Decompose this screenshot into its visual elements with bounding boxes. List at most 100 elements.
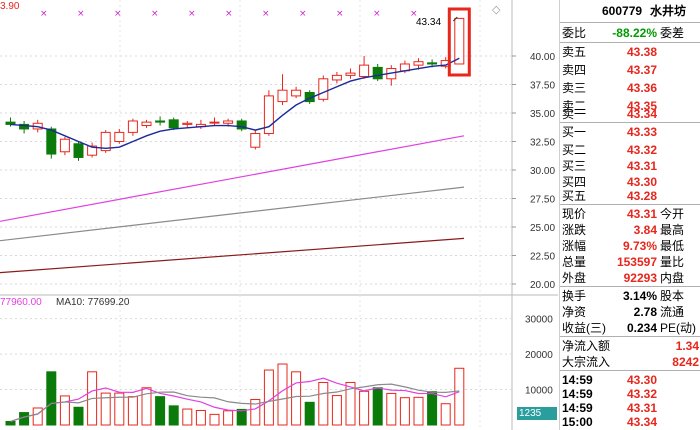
candle-body (236, 120, 247, 130)
stock-header: 600779 水井坊 (560, 2, 700, 20)
sell-price: 43.38 (626, 45, 657, 59)
event-marker: × (114, 9, 122, 19)
sell-row[interactable]: 卖一 43.34 (560, 105, 700, 123)
quote-row: 涨幅 9.73% 最低 (560, 237, 700, 255)
volume-bar (331, 395, 342, 426)
candle-body (19, 123, 30, 130)
stats-value: 0.234 (626, 321, 657, 335)
tick-price: 43.34 (626, 415, 657, 429)
quote-label2: 量比 (660, 255, 685, 269)
event-marker: × (151, 9, 159, 19)
tick-price: 43.31 (626, 401, 657, 415)
volume-bar (127, 396, 138, 426)
stats-label: 收益(三) (562, 321, 606, 335)
tick-time: 14:59 (562, 373, 593, 387)
candle-body (127, 120, 138, 133)
kline-chart-area[interactable]: 40.00 37.50 35.00 32.50 30.00 27.50 25.00 22.50… (0, 0, 558, 430)
volume-bar (440, 403, 451, 426)
sell-price: 43.35 (626, 99, 657, 113)
candle-body (209, 121, 220, 124)
stock-name: 水井坊 (650, 4, 687, 18)
buy-price: 43.32 (626, 143, 657, 157)
stats-label: 净资 (562, 305, 587, 319)
sell-row[interactable]: 卖四 43.37 (560, 61, 700, 79)
candle-body (345, 72, 356, 76)
candle-body (114, 131, 125, 143)
stats-label2: 流通 (660, 305, 685, 319)
quote-label2: 最高 (660, 223, 685, 237)
buy-row[interactable]: 买三 43.31 (560, 157, 700, 175)
ma20-line (0, 186, 465, 242)
price-axis-label: 40.00 (530, 52, 555, 63)
price-axis-label: 20.00 (530, 280, 555, 291)
stats-label2: 股本 (660, 289, 685, 303)
price-axis-label: 22.50 (530, 252, 555, 263)
sell-price: 43.34 (626, 107, 657, 121)
event-marker: × (262, 9, 270, 19)
weibi-label: 委比 (562, 26, 587, 40)
candlestick-chart[interactable]: 40.00 37.50 35.00 32.50 30.00 27.50 25.00 22.50… (0, 0, 558, 430)
flow-label: 净流入额 (562, 339, 611, 353)
volume-bar (413, 396, 424, 426)
candle-body (250, 133, 261, 148)
volume-bar (386, 392, 397, 426)
buy-row[interactable]: 买四 43.30 (560, 173, 700, 191)
volume-bar (263, 369, 274, 426)
volume-bar (454, 367, 465, 426)
sell-label: 卖五 (562, 45, 587, 59)
price-axis-label: 30.00 (530, 166, 555, 177)
ma10-line (0, 135, 465, 222)
sell-row[interactable]: 卖二 43.35 (560, 97, 700, 115)
quote-label: 涨跌 (562, 223, 587, 237)
buy-price: 43.31 (626, 159, 657, 173)
sell-price: 43.37 (626, 63, 657, 77)
quote-label2: 内盘 (660, 271, 685, 285)
volume-bar (195, 409, 206, 426)
ma5-line (10, 57, 460, 150)
event-marker: × (188, 9, 196, 19)
flow-value: 1.34 (675, 339, 699, 353)
volume-bar (19, 412, 30, 426)
candle-body (318, 78, 329, 100)
candle-body (141, 121, 152, 127)
volume-bar (141, 387, 152, 426)
buy-row[interactable]: 买二 43.32 (560, 141, 700, 159)
tick-price: 43.30 (626, 373, 657, 387)
quote-label: 总量 (562, 255, 587, 269)
quote-value: 3.84 (633, 223, 657, 237)
price-axis-label: 25.00 (530, 223, 555, 234)
quote-row: 总量 153597 量比 (560, 253, 700, 271)
divider (560, 370, 700, 371)
stock-code: 600779 (602, 4, 643, 18)
volume-bar (291, 371, 302, 426)
volume-bar (182, 408, 193, 426)
buy-row[interactable]: 买五 43.28 (560, 187, 700, 205)
flow-label: 大宗流入 (562, 355, 611, 369)
tick-price: 43.32 (626, 387, 657, 401)
divider (560, 286, 700, 287)
buy-label: 买一 (562, 125, 587, 139)
volume-bar (304, 401, 315, 426)
diamond-icon[interactable]: ◇ (492, 4, 501, 16)
buy-price: 43.33 (626, 125, 657, 139)
tick-row: 15:00 43.34 (560, 413, 700, 430)
quote-label2: 最低 (660, 239, 685, 253)
price-pointer (452, 16, 458, 22)
event-marker: × (225, 9, 233, 19)
volume-ma5-line (10, 377, 460, 423)
tick-time: 15:00 (562, 415, 593, 429)
volume-bar (168, 405, 179, 426)
buy-row[interactable]: 买一 43.33 (560, 123, 700, 141)
volume-bar (427, 391, 438, 426)
stats-row: 换手 3.14% 股本 (560, 287, 700, 305)
volume-bar (114, 392, 125, 426)
volume-bar (59, 395, 70, 426)
price-axis-label: 32.50 (530, 138, 555, 149)
sell-row[interactable]: 卖五 43.38 (560, 43, 700, 61)
volume-bar (73, 406, 84, 426)
candle-body (182, 122, 193, 125)
volume-axis-label: 20000 (525, 350, 553, 361)
volume-bar (277, 363, 288, 426)
event-marker: × (77, 9, 85, 19)
sell-row[interactable]: 卖三 43.36 (560, 79, 700, 97)
